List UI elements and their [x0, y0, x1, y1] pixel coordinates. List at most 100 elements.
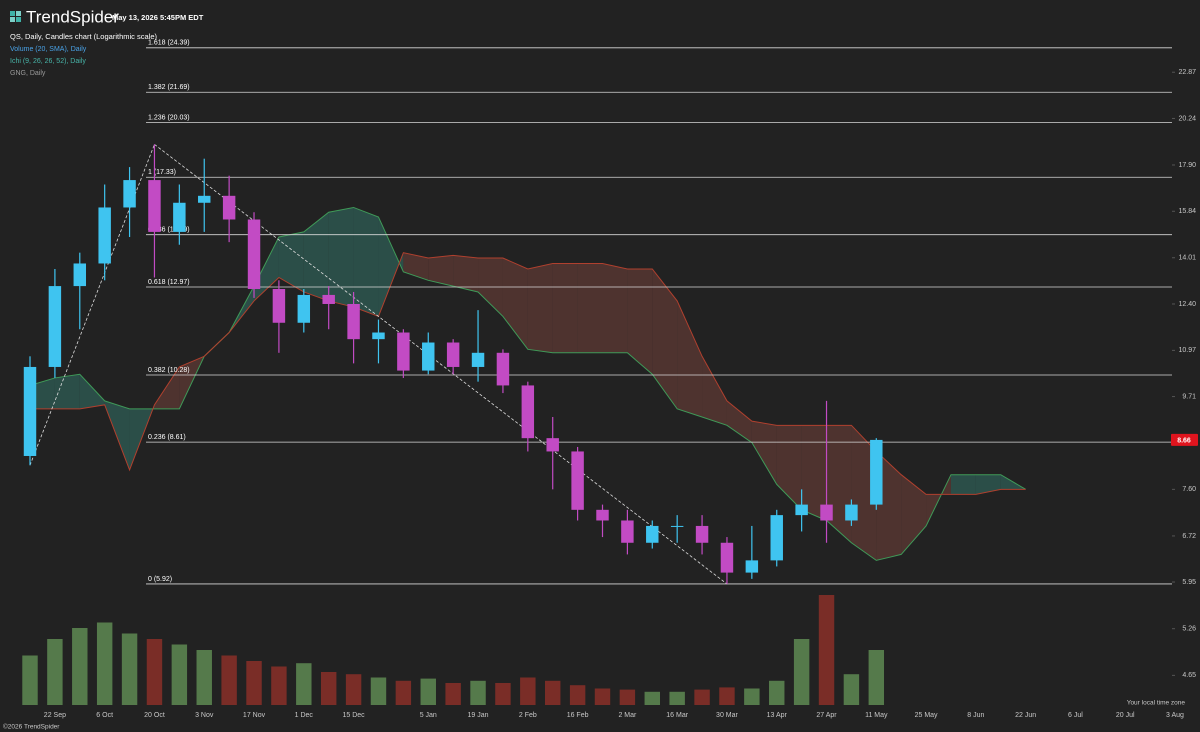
- x-tick-label: 16 Feb: [567, 712, 589, 719]
- x-tick-label: 17 Nov: [243, 712, 266, 719]
- candle-body: [845, 504, 858, 521]
- candle-body: [422, 342, 435, 371]
- candle-body: [646, 525, 659, 543]
- x-tick-label: 27 Apr: [816, 712, 837, 719]
- volume-bar: [320, 672, 337, 705]
- candle-body: [795, 504, 808, 516]
- fib-label: 0.618 (12.97): [148, 279, 190, 286]
- last-price-label: 8.66: [1177, 437, 1191, 444]
- candle-body: [98, 207, 111, 264]
- cloud-segment: [79, 374, 105, 409]
- candle-body: [73, 263, 87, 287]
- y-tick-label: 5.26: [1182, 626, 1196, 633]
- y-tick-label: 5.95: [1182, 579, 1196, 586]
- volume-bar: [594, 688, 611, 705]
- fib-label: 0 (5.92): [148, 576, 172, 583]
- candle-body: [198, 195, 211, 203]
- candle-body: [23, 366, 37, 456]
- candle-body: [596, 509, 609, 521]
- volume-bar: [669, 691, 685, 705]
- volume-bar: [246, 661, 262, 705]
- volume-bar: [868, 650, 885, 705]
- x-tick-label: 2 Mar: [618, 712, 637, 719]
- fib-label: 1.618 (24.39): [148, 40, 190, 47]
- axis-layer: 22.87 20.24 17.90 15.84 14.01 12.40 10.97 9.71 7…: [44, 69, 1198, 719]
- candle-body: [123, 180, 136, 208]
- x-tick-label: 22 Jun: [1015, 712, 1036, 719]
- candle-body: [471, 352, 485, 367]
- candle-body: [297, 294, 311, 323]
- volume-bar: [769, 680, 785, 705]
- volume-bar: [72, 628, 88, 705]
- volume-bar: [370, 677, 387, 705]
- volume-bar: [470, 680, 486, 705]
- indicator-label: GNG, Daily: [10, 70, 46, 77]
- volume-bar: [96, 622, 113, 705]
- fib-label: 0.382 (10.28): [148, 367, 190, 374]
- volume-bar: [395, 680, 412, 705]
- candle-body: [745, 560, 759, 573]
- fib-label: 1 (17.33): [148, 169, 176, 176]
- volume-bar: [196, 650, 212, 705]
- cloud-segment: [502, 258, 528, 350]
- cloud-segment: [975, 474, 1001, 495]
- timestamp: May 13, 2026 5:45PM EDT: [112, 13, 204, 22]
- candle-body: [446, 342, 460, 367]
- candle-body: [372, 332, 385, 340]
- y-tick-label: 15.84: [1178, 208, 1196, 215]
- volume-layer: [22, 595, 885, 705]
- x-tick-label: 25 May: [915, 712, 938, 719]
- volume-bar: [843, 674, 860, 705]
- cloud-layer: [29, 206, 1026, 561]
- cloud-segment: [54, 374, 80, 409]
- y-tick-label: 4.65: [1182, 672, 1196, 679]
- fib-label: 0.786 (14.89): [148, 227, 190, 234]
- volume-bar: [520, 677, 536, 705]
- candle-body: [820, 504, 833, 521]
- volume-bar: [171, 644, 188, 705]
- cloud-segment: [602, 263, 628, 353]
- candle-body: [347, 303, 360, 340]
- candle-body: [770, 515, 783, 561]
- cloud-segment: [677, 300, 703, 418]
- cloud-segment: [453, 255, 479, 292]
- indicator-label: Volume (20, SMA), Daily: [10, 46, 87, 53]
- cloud-segment: [801, 425, 827, 521]
- volume-bar: [818, 595, 835, 705]
- cloud-segment: [627, 269, 653, 375]
- last-price-box: [1171, 433, 1198, 446]
- volume-bar: [420, 678, 436, 705]
- cloud-segment: [776, 425, 802, 510]
- candle-body: [870, 439, 883, 505]
- y-tick-label: 9.71: [1182, 393, 1196, 400]
- volume-bar: [793, 639, 810, 705]
- candle-body: [695, 525, 709, 543]
- cloud-segment: [278, 231, 304, 292]
- volume-bar: [221, 655, 237, 705]
- logo: [10, 11, 21, 22]
- candle-body: [521, 385, 535, 439]
- volume-bar: [445, 683, 461, 705]
- x-tick-label: 22 Sep: [44, 712, 66, 719]
- volume-bar: [545, 680, 561, 705]
- cloud-segment: [751, 421, 777, 485]
- cloud-segment: [378, 217, 404, 317]
- volume-bar: [146, 639, 163, 705]
- y-tick-label: 17.90: [1178, 162, 1196, 169]
- cloud-segment: [552, 263, 578, 353]
- volume-bar: [569, 685, 586, 705]
- x-tick-label: 13 Apr: [767, 712, 788, 719]
- x-tick-label: 5 Jan: [420, 712, 437, 719]
- candle-body: [720, 542, 734, 573]
- x-tick-label: 19 Jan: [468, 712, 489, 719]
- x-tick-label: 30 Mar: [716, 712, 738, 719]
- candle-layer: [23, 144, 883, 585]
- cloud-segment: [403, 252, 429, 281]
- x-tick-label: 8 Jun: [967, 712, 984, 719]
- timezone-note: Your local time zone: [1127, 700, 1186, 707]
- cloud-segment: [901, 474, 927, 555]
- cloud-segment: [154, 366, 180, 409]
- candle-body: [670, 525, 684, 527]
- y-tick-label: 12.40: [1178, 301, 1196, 308]
